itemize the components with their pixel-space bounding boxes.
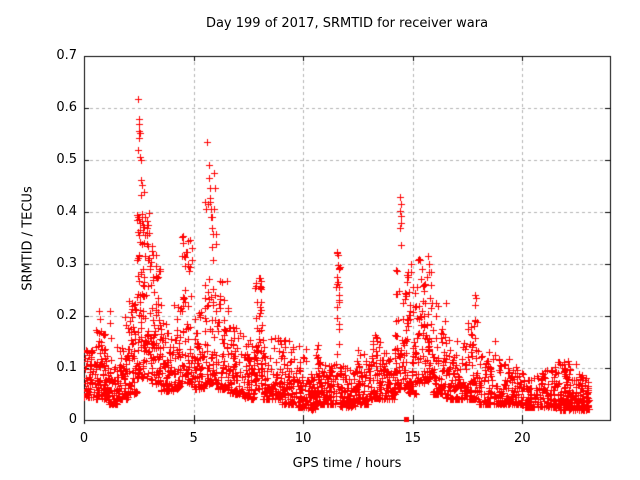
y-tick-label: 0 xyxy=(68,412,77,427)
y-tick-label: 0.4 xyxy=(56,204,77,219)
y-tick-label: 0.7 xyxy=(56,48,77,63)
chart-title: Day 199 of 2017, SRMTID for receiver war… xyxy=(205,16,489,31)
y-tick-label: 0.1 xyxy=(56,360,77,375)
y-tick-label: 0.3 xyxy=(56,256,77,271)
x-tick-label: 5 xyxy=(189,431,198,446)
x-tick-label: 20 xyxy=(514,431,531,446)
x-tick-label: 0 xyxy=(79,431,89,446)
x-tick-label: 15 xyxy=(404,431,422,446)
x-tick-label: 10 xyxy=(294,431,312,446)
y-tick-label: 0.6 xyxy=(56,100,77,115)
y-tick-label: 0.2 xyxy=(56,308,77,323)
y-tick-label: 0.5 xyxy=(56,152,77,167)
x-axis-label: GPS time / hours xyxy=(292,456,402,471)
